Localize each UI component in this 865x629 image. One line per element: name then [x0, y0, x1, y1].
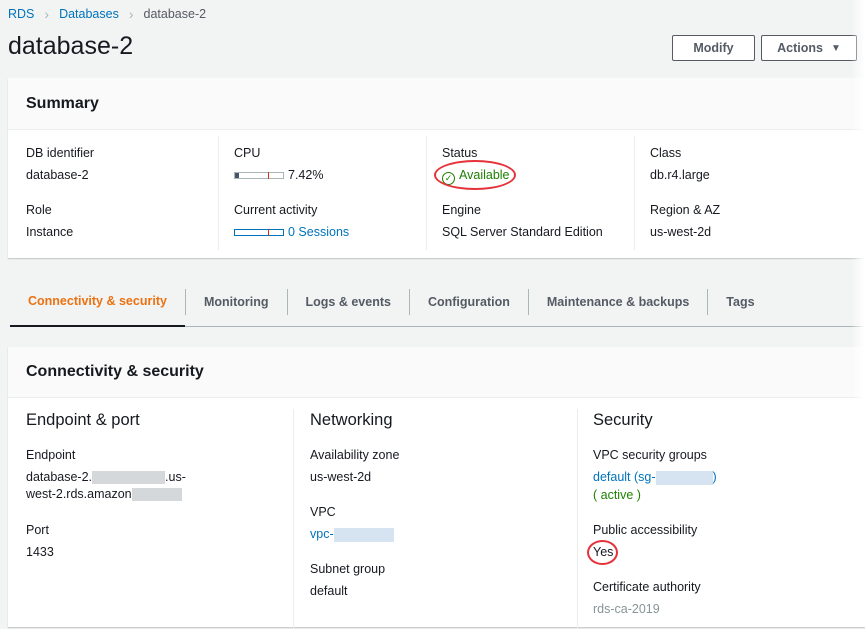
- breadcrumb: RDS › Databases › database-2: [8, 6, 206, 22]
- endpoint-port-heading: Endpoint & port: [26, 411, 140, 429]
- actions-label: Actions: [777, 41, 823, 55]
- summary-panel: Summary DB identifier database-2 Role In…: [8, 78, 865, 258]
- port-label: Port: [26, 523, 49, 537]
- ca-label: Certificate authority: [593, 580, 701, 594]
- tab-configuration[interactable]: Configuration: [410, 289, 529, 315]
- az-value: us-west-2d: [310, 470, 372, 484]
- cpu-meter: 7.42%: [234, 168, 323, 182]
- vpc-value[interactable]: vpc-: [310, 527, 334, 541]
- current-activity-label: Current activity: [234, 203, 318, 217]
- connectivity-heading: Connectivity & security: [8, 347, 865, 398]
- port-value: 1433: [26, 545, 54, 559]
- subnet-label: Subnet group: [310, 562, 386, 576]
- chevron-right-icon: ›: [128, 6, 134, 22]
- modify-button[interactable]: Modify: [672, 35, 755, 61]
- redacted: [655, 470, 713, 485]
- annotation-circle: [434, 160, 516, 190]
- engine-label: Engine: [442, 203, 481, 217]
- sg-value[interactable]: default (sg-: [593, 470, 656, 484]
- status-label: Status: [442, 146, 478, 160]
- region-value: us-west-2d: [650, 225, 712, 239]
- role-label: Role: [26, 203, 52, 217]
- edge-fade: [851, 0, 865, 621]
- breadcrumb-rds[interactable]: RDS: [8, 7, 35, 21]
- engine-value: SQL Server Standard Edition: [442, 225, 603, 239]
- tab-connectivity[interactable]: Connectivity & security: [10, 289, 185, 327]
- page-title: database-2: [8, 32, 134, 60]
- chevron-right-icon: ›: [44, 6, 50, 22]
- networking-heading: Networking: [310, 411, 393, 429]
- class-label: Class: [650, 146, 682, 160]
- endpoint-part: west-2.rds.amazon: [26, 487, 132, 502]
- breadcrumb-current: database-2: [143, 7, 207, 21]
- sg-link[interactable]: default (sg-): [593, 470, 717, 485]
- cpu-bar: [234, 172, 284, 180]
- public-access-label: Public accessibility: [593, 523, 698, 537]
- sessions-link[interactable]: 0 Sessions: [288, 225, 350, 239]
- annotation-circle: [587, 540, 618, 565]
- cpu-label: CPU: [234, 146, 261, 160]
- endpoint-part: database-2.: [26, 470, 93, 484]
- vpc-link[interactable]: vpc-: [310, 527, 394, 542]
- redacted: [131, 488, 182, 502]
- sessions-bar: [234, 229, 284, 237]
- connectivity-panel: Connectivity & security Endpoint & port …: [8, 347, 865, 629]
- tab-monitoring[interactable]: Monitoring: [184, 289, 288, 315]
- sessions-meter[interactable]: 0 Sessions: [234, 225, 349, 239]
- actions-button[interactable]: Actions ▼: [761, 35, 857, 61]
- role-value: Instance: [26, 225, 74, 239]
- endpoint-value: database-2. .us-west-2.rds.amazon: [26, 470, 186, 504]
- sg-value-end[interactable]: ): [712, 470, 717, 484]
- tab-bar: Connectivity & security Monitoring Logs …: [10, 289, 865, 327]
- db-identifier-value: database-2: [26, 168, 89, 182]
- tab-logs-events[interactable]: Logs & events: [288, 289, 410, 315]
- class-value: db.r4.large: [650, 168, 710, 182]
- caret-down-icon: ▼: [830, 42, 841, 54]
- security-heading: Security: [593, 411, 653, 429]
- region-label: Region & AZ: [650, 203, 721, 217]
- vpc-label: VPC: [310, 505, 336, 519]
- cpu-value: 7.42%: [288, 168, 324, 182]
- db-identifier-label: DB identifier: [26, 146, 95, 160]
- modify-label: Modify: [693, 41, 734, 55]
- tab-maintenance-backups[interactable]: Maintenance & backups: [529, 289, 709, 315]
- endpoint-label: Endpoint: [26, 448, 76, 462]
- redacted: [333, 527, 394, 542]
- redacted: [92, 471, 166, 485]
- az-label: Availability zone: [310, 448, 400, 462]
- sg-status: ( active ): [593, 488, 641, 502]
- summary-heading: Summary: [8, 78, 865, 130]
- sg-label: VPC security groups: [593, 448, 707, 462]
- tab-tags[interactable]: Tags: [726, 295, 755, 309]
- subnet-value: default: [310, 584, 348, 598]
- endpoint-part: .us-: [165, 470, 186, 484]
- breadcrumb-databases[interactable]: Databases: [59, 7, 119, 21]
- ca-value: rds-ca-2019: [593, 602, 660, 616]
